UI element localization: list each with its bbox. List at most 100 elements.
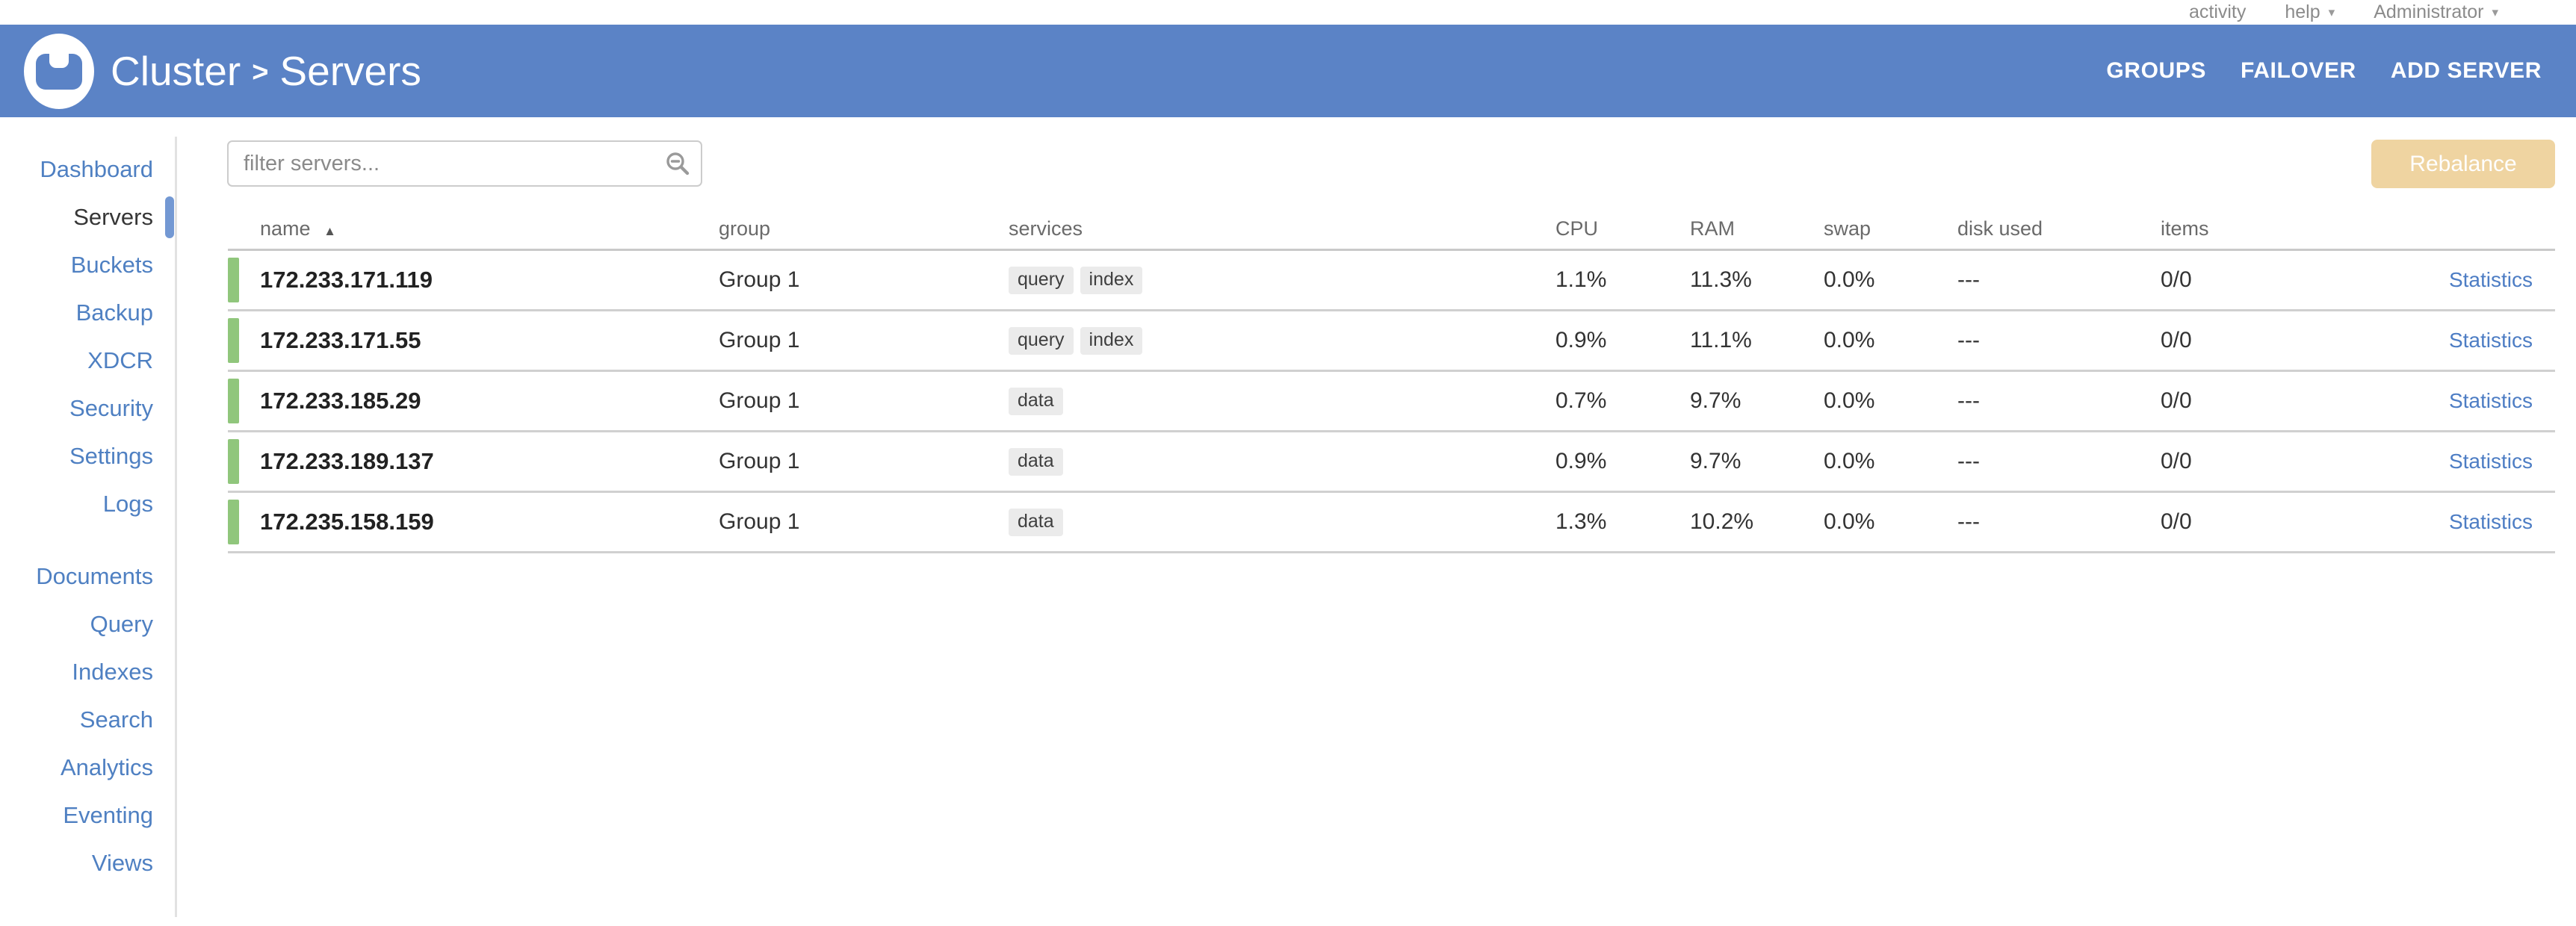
sidebar-item-logs[interactable]: Logs (102, 491, 153, 517)
sidebar-item-dashboard[interactable]: Dashboard (40, 156, 153, 182)
server-statistics-cell: Statistics (2372, 509, 2555, 535)
server-cpu: 1.3% (1555, 509, 1607, 534)
sidebar-item-eventing[interactable]: Eventing (63, 802, 153, 828)
server-disk-used: --- (1957, 509, 1980, 534)
help-label: help (2285, 1, 2320, 22)
sidebar-item-analytics[interactable]: Analytics (60, 754, 153, 780)
breadcrumb-separator-icon: > (252, 56, 269, 88)
server-statistics-cell: Statistics (2372, 449, 2555, 474)
server-name-cell: 172.233.171.119 (228, 258, 719, 302)
chevron-down-icon: ▾ (2492, 5, 2498, 19)
server-row: 172.233.171.119 Group 1 query index 1.1% … (228, 251, 2555, 311)
user-menu[interactable]: Administrator ▾ (2374, 1, 2498, 23)
service-badge-data: data (1009, 447, 1063, 476)
server-services: query index (1009, 266, 1555, 294)
add-server-button[interactable]: ADD SERVER (2390, 58, 2542, 83)
sort-ascending-icon: ▲ (323, 224, 336, 238)
server-healthy-status-bar (228, 258, 239, 302)
server-row: 172.233.171.55 Group 1 query index 0.9% 1… (228, 311, 2555, 372)
server-name: 172.235.158.159 (260, 509, 434, 535)
service-badge-data: data (1009, 508, 1063, 536)
sidebar-item-servers[interactable]: Servers (0, 193, 174, 241)
sidebar-item-views[interactable]: Views (91, 850, 153, 876)
sidebar-secondary-group: Documents Query Indexes Search Analytics Even… (0, 553, 153, 887)
column-header-items[interactable]: items (2161, 217, 2209, 240)
breadcrumb: Cluster > Servers (111, 47, 421, 95)
server-items: 0/0 (2161, 328, 2192, 352)
server-name: 172.233.185.29 (260, 388, 421, 414)
filter-servers-field (227, 140, 702, 187)
sidebar-item-xdcr[interactable]: XDCR (87, 347, 153, 373)
groups-button[interactable]: GROUPS (2106, 58, 2206, 83)
filter-servers-input[interactable] (227, 140, 702, 187)
server-name-cell: 172.233.185.29 (228, 379, 719, 423)
server-ram: 9.7% (1690, 388, 1741, 413)
sidebar-item-indexes[interactable]: Indexes (72, 659, 153, 685)
sidebar-item-backup[interactable]: Backup (75, 299, 153, 326)
column-header-swap[interactable]: swap (1824, 217, 1871, 240)
sidebar-group-gap (0, 528, 153, 553)
server-swap: 0.0% (1824, 267, 1875, 292)
server-cpu: 0.9% (1555, 449, 1607, 473)
server-disk-used: --- (1957, 388, 1980, 413)
sidebar-divider (175, 137, 177, 917)
server-swap: 0.0% (1824, 328, 1875, 352)
column-header-name[interactable]: name ▲ (260, 217, 336, 240)
column-header-services[interactable]: services (1009, 217, 1083, 240)
server-healthy-status-bar (228, 500, 239, 544)
rebalance-button[interactable]: Rebalance (2371, 140, 2555, 188)
server-name: 172.233.171.119 (260, 267, 433, 293)
page-title: Servers (279, 48, 421, 94)
active-item-indicator (165, 196, 174, 238)
sidebar-item-query[interactable]: Query (90, 611, 153, 637)
chevron-down-icon: ▾ (2328, 5, 2335, 19)
column-header-disk-used[interactable]: disk used (1957, 217, 2043, 240)
server-services: query index (1009, 326, 1555, 355)
statistics-link[interactable]: Statistics (2448, 510, 2533, 533)
server-name: 172.233.189.137 (260, 448, 434, 474)
sidebar-item-security[interactable]: Security (69, 395, 153, 421)
server-items: 0/0 (2161, 449, 2192, 473)
server-ram: 10.2% (1690, 509, 1754, 534)
server-disk-used: --- (1957, 328, 1980, 352)
header-actions: GROUPS FAILOVER ADD SERVER (2106, 58, 2542, 84)
service-badge-query: query (1009, 266, 1074, 294)
server-disk-used: --- (1957, 267, 1980, 292)
sidebar-primary-group: Dashboard Servers Buckets Backup XDCR Securit… (0, 146, 174, 528)
server-cpu: 0.9% (1555, 328, 1607, 352)
server-swap: 0.0% (1824, 509, 1875, 534)
failover-button[interactable]: FAILOVER (2241, 58, 2356, 83)
server-statistics-cell: Statistics (2372, 388, 2555, 414)
server-group: Group 1 (719, 509, 800, 534)
server-ram: 11.3% (1690, 267, 1752, 292)
server-healthy-status-bar (228, 379, 239, 423)
server-name-cell: 172.233.171.55 (228, 318, 719, 363)
activity-link[interactable]: activity (2189, 1, 2246, 23)
statistics-link[interactable]: Statistics (2448, 389, 2533, 412)
statistics-link[interactable]: Statistics (2448, 450, 2533, 473)
column-header-cpu[interactable]: CPU (1555, 217, 1599, 240)
statistics-link[interactable]: Statistics (2448, 329, 2533, 352)
statistics-link[interactable]: Statistics (2448, 268, 2533, 291)
column-header-ram[interactable]: RAM (1690, 217, 1735, 240)
topbar: activity help ▾ Administrator ▾ (0, 0, 2576, 25)
server-cpu: 1.1% (1555, 267, 1607, 292)
sidebar-item-settings[interactable]: Settings (69, 443, 153, 469)
activity-label: activity (2188, 1, 2247, 22)
sidebar-item-search[interactable]: Search (79, 706, 153, 733)
help-menu[interactable]: help ▾ (2285, 1, 2335, 23)
user-label: Administrator (2374, 1, 2484, 22)
server-row: 172.233.185.29 Group 1 data 0.7% 9.7% 0.… (228, 372, 2555, 432)
server-services: data (1009, 387, 1555, 415)
server-items: 0/0 (2161, 509, 2192, 534)
sidebar-item-buckets[interactable]: Buckets (70, 252, 153, 278)
server-healthy-status-bar (228, 439, 239, 484)
server-items: 0/0 (2161, 388, 2192, 413)
sidebar-item-documents[interactable]: Documents (36, 563, 153, 589)
server-ram: 9.7% (1690, 449, 1741, 473)
column-header-group[interactable]: group (719, 217, 771, 240)
service-badge-index: index (1080, 266, 1143, 294)
server-statistics-cell: Statistics (2372, 267, 2555, 293)
server-name-cell: 172.233.189.137 (228, 439, 719, 484)
server-swap: 0.0% (1824, 449, 1875, 473)
